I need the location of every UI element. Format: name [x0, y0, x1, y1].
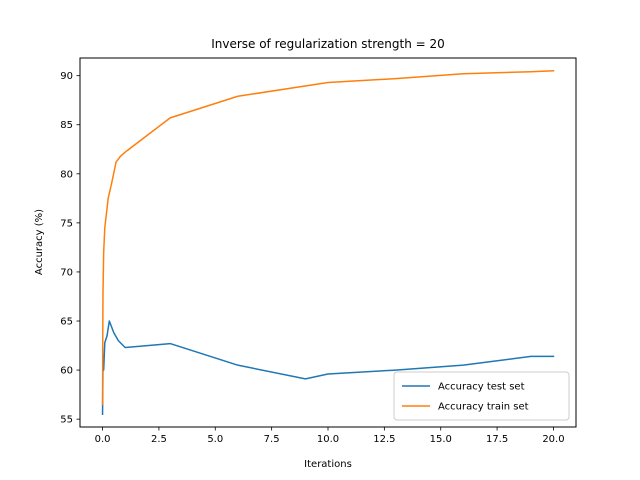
y-tick-label: 65 [60, 317, 73, 328]
y-tick-label: 60 [60, 366, 73, 377]
y-tick-label: 75 [60, 218, 73, 229]
x-tick-label: 15.0 [430, 434, 452, 445]
y-tick-label: 85 [60, 120, 73, 131]
series-line-train [101, 69, 555, 406]
y-axis-ticks: 55 60 65 70 75 80 85 90 [60, 71, 80, 426]
x-tick-label: 2.5 [151, 434, 167, 445]
x-tick-label: 12.5 [373, 434, 395, 445]
series-layer [101, 69, 555, 415]
x-tick-label: 7.5 [264, 434, 280, 445]
legend-label: Accuracy train set [438, 402, 529, 413]
x-axis-ticks: 0.0 2.5 5.0 7.5 10.0 12.5 15.0 17.5 20.0 [95, 427, 565, 445]
x-tick-label: 20.0 [542, 434, 564, 445]
y-tick-label: 80 [60, 169, 73, 180]
x-axis-label: Iterations [304, 459, 352, 470]
chart-title: Inverse of regularization strength = 20 [211, 37, 445, 51]
y-tick-label: 90 [60, 71, 73, 82]
x-tick-label: 17.5 [486, 434, 508, 445]
x-tick-label: 10.0 [317, 434, 339, 445]
x-tick-label: 5.0 [207, 434, 223, 445]
x-tick-label: 0.0 [95, 434, 111, 445]
legend-label: Accuracy test set [438, 382, 525, 393]
y-tick-label: 70 [60, 267, 73, 278]
series-line-test [101, 320, 555, 415]
y-tick-label: 55 [60, 415, 73, 426]
legend: Accuracy test set Accuracy train set [393, 371, 570, 421]
y-axis-label: Accuracy (%) [34, 209, 45, 275]
legend-box [393, 371, 570, 421]
